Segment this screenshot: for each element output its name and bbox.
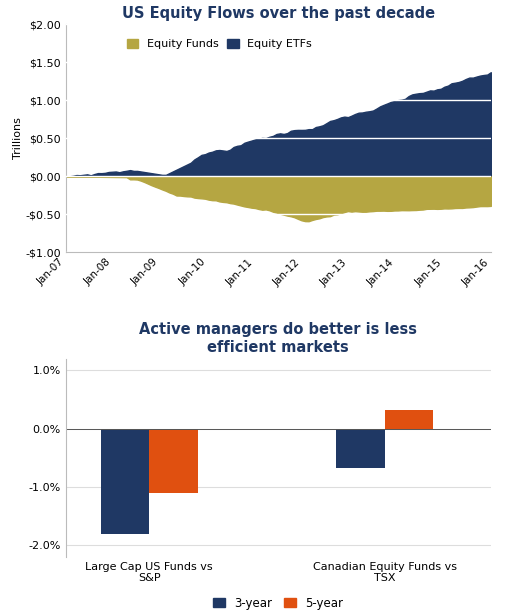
Title: Active managers do better is less
efficient markets: Active managers do better is less effici… bbox=[139, 323, 417, 355]
Bar bbox=[335, 429, 384, 468]
Legend: 3-year, 5-year: 3-year, 5-year bbox=[208, 592, 347, 612]
Bar bbox=[100, 429, 149, 534]
Title: US Equity Flows over the past decade: US Equity Flows over the past decade bbox=[122, 6, 434, 21]
Bar bbox=[384, 410, 432, 429]
Legend: Equity Funds, Equity ETFs: Equity Funds, Equity ETFs bbox=[122, 35, 316, 54]
Y-axis label: Trillions: Trillions bbox=[13, 118, 22, 159]
Bar bbox=[149, 429, 197, 493]
